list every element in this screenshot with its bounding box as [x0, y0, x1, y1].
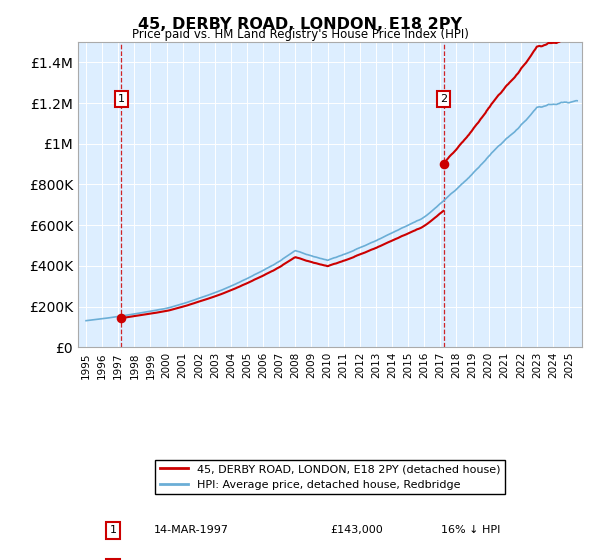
- Text: 14-MAR-1997: 14-MAR-1997: [154, 525, 229, 535]
- Text: 16% ↓ HPI: 16% ↓ HPI: [441, 525, 500, 535]
- Text: Price paid vs. HM Land Registry's House Price Index (HPI): Price paid vs. HM Land Registry's House …: [131, 28, 469, 41]
- Text: 45, DERBY ROAD, LONDON, E18 2PY: 45, DERBY ROAD, LONDON, E18 2PY: [138, 17, 462, 32]
- Text: £143,000: £143,000: [330, 525, 383, 535]
- Legend: 45, DERBY ROAD, LONDON, E18 2PY (detached house), HPI: Average price, detached h: 45, DERBY ROAD, LONDON, E18 2PY (detache…: [155, 460, 505, 494]
- Text: 2: 2: [440, 94, 447, 104]
- Text: 1: 1: [110, 525, 117, 535]
- Point: [439, 160, 448, 169]
- Point: [116, 314, 126, 323]
- Text: 1: 1: [118, 94, 125, 104]
